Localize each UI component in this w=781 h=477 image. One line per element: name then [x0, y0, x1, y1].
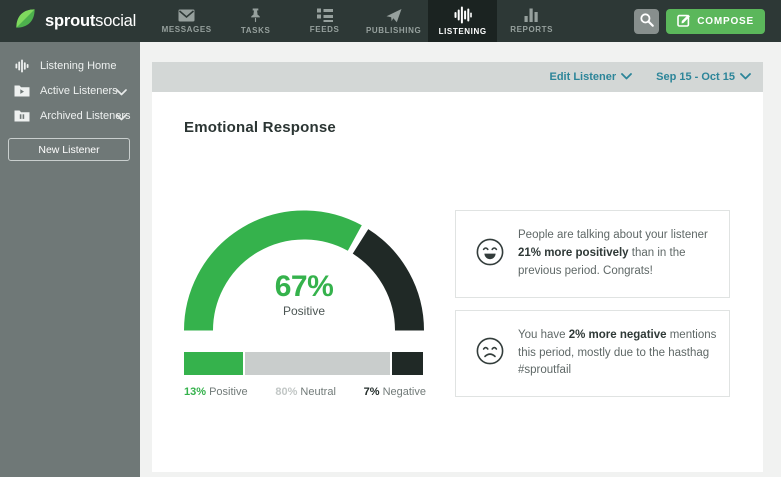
sidebar-item-archived-listeners[interactable]: Archived Listeners: [0, 103, 140, 128]
nav-label: FEEDS: [309, 25, 340, 34]
bar-segment-negative: [392, 352, 423, 375]
nav-label: MESSAGES: [161, 24, 212, 34]
bar-label-neutral: 80% Neutral: [275, 386, 336, 398]
sidebar-item-label: Listening Home: [40, 59, 117, 72]
compose-pencil-icon: [677, 13, 691, 30]
primary-nav: MESSAGES TASKS FEEDS: [152, 0, 566, 42]
nav-label: PUBLISHING: [365, 25, 422, 35]
nav-label: LISTENING: [438, 27, 487, 36]
folder-pause-icon: [14, 109, 30, 122]
sidebar-item-label: Archived Listeners: [40, 109, 131, 122]
pushpin-icon: [248, 7, 263, 23]
gauge-label: Positive: [282, 304, 326, 318]
section-title: Emotional Response: [184, 119, 336, 136]
edit-listener-label: Edit Listener: [549, 71, 617, 83]
positive-insight-card: People are talking about your listener 2…: [455, 210, 730, 298]
sidebar-item-active-listeners[interactable]: Active Listeners: [0, 78, 140, 103]
sentiment-gauge-chart: [184, 210, 424, 331]
chevron-down-icon[interactable]: [116, 87, 127, 99]
nav-item-feeds[interactable]: FEEDS: [290, 0, 359, 42]
date-range-label: Sep 15 - Oct 15: [656, 71, 735, 83]
gauge-positive-arc: [184, 210, 362, 331]
bar-segment-positive: [184, 352, 243, 375]
listening-sidebar: Listening Home Active Listeners Archived…: [0, 42, 140, 477]
bar-chart-icon: [524, 8, 539, 22]
compose-label: COMPOSE: [697, 15, 754, 27]
search-icon: [639, 12, 655, 31]
feed-list-icon: [316, 8, 333, 22]
compose-button[interactable]: COMPOSE: [666, 8, 765, 34]
gauge-negative-arc: [352, 229, 424, 331]
envelope-icon: [178, 9, 195, 22]
nav-item-publishing[interactable]: PUBLISHING: [359, 0, 428, 42]
sentiment-stacked-bar: [184, 352, 423, 375]
listener-toolbar: Edit Listener Sep 15 - Oct 15: [152, 62, 763, 92]
nav-item-listening[interactable]: LISTENING: [428, 0, 498, 42]
bar-label-negative: 7% Negative: [363, 386, 426, 398]
nav-actions: COMPOSE: [634, 8, 765, 34]
sentiment-bar-labels: 13% Positive 80% Neutral 7% Negative: [184, 386, 426, 398]
chevron-down-icon[interactable]: [116, 112, 127, 124]
nav-item-tasks[interactable]: TASKS: [221, 0, 290, 42]
negative-insight-card: You have 2% more negative mentions this …: [455, 310, 730, 397]
chevron-down-icon: [621, 71, 633, 83]
nav-label: TASKS: [240, 25, 271, 35]
sidebar-item-listening-home[interactable]: Listening Home: [0, 53, 140, 78]
sprout-social-logo[interactable]: sproutsocial: [13, 6, 136, 36]
new-listener-button[interactable]: New Listener: [8, 138, 130, 161]
brand-wordmark: sproutsocial: [45, 11, 137, 30]
leaf-icon: [13, 6, 38, 36]
bar-label-positive: 13% Positive: [184, 386, 248, 398]
waveform-icon: [14, 59, 30, 73]
emotional-response-panel: Emotional Response 67% Positive 13% Posi…: [152, 92, 763, 472]
main-panel: Edit Listener Sep 15 - Oct 15 Emotional …: [152, 62, 763, 472]
sad-face-icon: [475, 336, 505, 371]
nav-item-messages[interactable]: MESSAGES: [152, 0, 221, 42]
paper-plane-icon: [386, 8, 402, 23]
nav-item-reports[interactable]: REPORTS: [497, 0, 566, 42]
edit-listener-dropdown[interactable]: Edit Listener: [550, 71, 633, 83]
bar-segment-neutral: [244, 352, 391, 375]
negative-insight-text: You have 2% more negative mentions this …: [518, 328, 717, 377]
happy-face-icon: [475, 237, 505, 272]
chevron-down-icon: [740, 71, 751, 83]
gauge-value: 67%: [274, 270, 334, 303]
waveform-icon: [454, 6, 472, 24]
top-navigation: sproutsocial MESSAGES TASKS: [0, 0, 781, 42]
folder-play-icon: [14, 84, 30, 97]
nav-label: REPORTS: [510, 25, 554, 34]
sidebar-item-label: Active Listeners: [40, 84, 118, 97]
positive-insight-text: People are talking about your listener 2…: [518, 229, 708, 277]
search-button[interactable]: [634, 8, 660, 34]
date-range-dropdown[interactable]: Sep 15 - Oct 15: [656, 71, 751, 83]
